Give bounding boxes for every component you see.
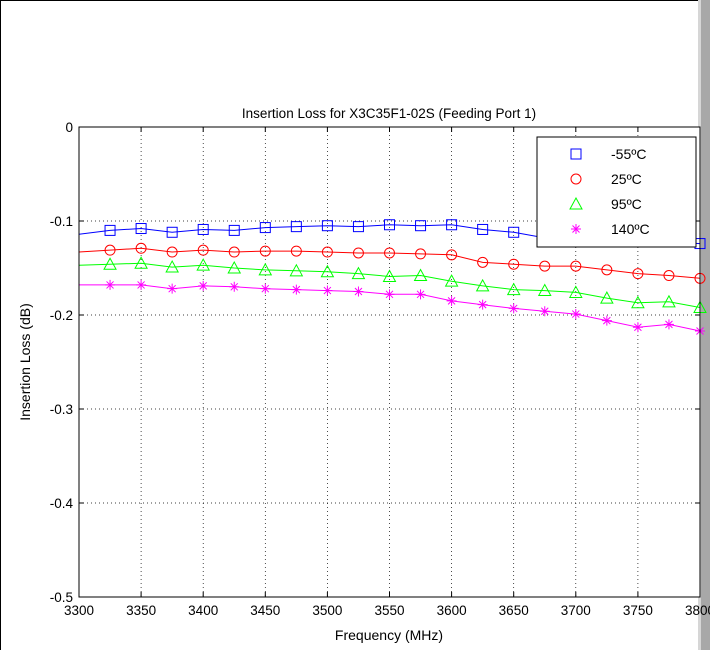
legend-label: 25ºC [611, 171, 642, 187]
legend-label: 95ºC [611, 196, 642, 212]
y-tick-label: -0.1 [50, 214, 73, 229]
series-4-point [385, 289, 395, 299]
y-tick-label: -0.4 [50, 496, 74, 511]
x-tick-label: 3400 [188, 603, 218, 618]
series-4-point [167, 284, 177, 294]
legend-label: 140ºC [611, 221, 650, 237]
x-tick-label: 3800 [685, 603, 710, 618]
y-axis-label: Insertion Loss (dB) [17, 303, 33, 421]
x-tick-label: 3550 [374, 603, 404, 618]
series-4-point [602, 316, 612, 326]
y-tick-label: -0.5 [50, 590, 73, 605]
series-4-point [633, 322, 643, 332]
series-4-point [105, 280, 115, 290]
series-4-point [509, 303, 519, 313]
x-tick-label: 3450 [250, 603, 280, 618]
series-4-point [260, 284, 270, 294]
chart-title: Insertion Loss for X3C35F1-02S (Feeding … [242, 106, 536, 121]
legend-marker [571, 224, 581, 234]
y-tick-label: 0 [65, 120, 73, 135]
series-4-point [229, 282, 239, 292]
series-4-point [322, 286, 332, 296]
x-tick-label: 3350 [126, 603, 156, 618]
x-tick-label: 3750 [623, 603, 653, 618]
legend: -55ºC 25ºC 95ºC 140ºC [537, 137, 696, 247]
series-4-point [540, 306, 550, 316]
series-4-point [447, 296, 457, 306]
x-tick-label: 3600 [437, 603, 467, 618]
y-tick-label: -0.2 [50, 308, 73, 323]
x-tick-label: 3700 [561, 603, 591, 618]
x-axis-label: Frequency (MHz) [335, 627, 443, 643]
series-4-point [291, 285, 301, 295]
series-4-point [353, 287, 363, 297]
series-4-point [198, 281, 208, 291]
series-4-point [571, 309, 581, 319]
y-tick-label: -0.3 [50, 402, 73, 417]
series-4-point [664, 319, 674, 329]
x-tick-label: 3650 [499, 603, 529, 618]
series-4-point [478, 300, 488, 310]
series-4-point [416, 289, 426, 299]
series-4-point [136, 280, 146, 290]
legend-label: -55ºC [611, 146, 646, 162]
x-tick-label: 3500 [312, 603, 342, 618]
x-tick-label: 3300 [64, 603, 94, 618]
